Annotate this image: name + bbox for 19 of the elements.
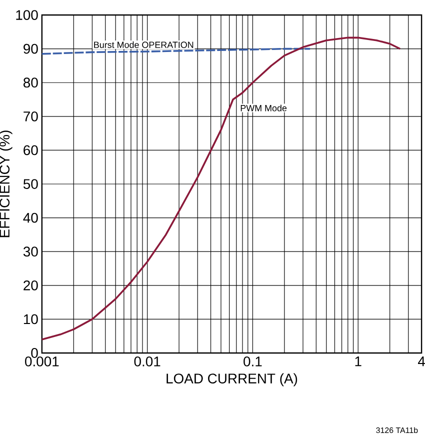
y-tick-label: 30 [23,246,38,257]
x-tick-label: 0.01 [134,356,160,366]
series-label: PWM Mode [240,104,287,112]
y-tick-label: 0 [31,348,38,358]
y-tick-label: 50 [23,179,38,189]
y-tick-label: 20 [24,280,38,290]
x-axis-title: LOAD CURRENT (A) [166,373,298,386]
x-tick-label: 0.1 [244,356,262,366]
y-tick-label: 40 [23,212,38,223]
x-tick-label: 1 [355,356,362,366]
y-tick-label: 90 [24,44,38,54]
x-tick-label: 4 [418,356,425,366]
y-tick-label: 70 [24,111,38,122]
series-label: Burst Mode OPERATION [94,41,194,48]
y-tick-label: 100 [16,10,38,20]
y-tick-label: 60 [24,145,38,156]
y-tick-label: 10 [24,314,38,324]
y-tick-label: 80 [24,78,38,88]
x-tick-label: 0.001 [25,356,59,366]
